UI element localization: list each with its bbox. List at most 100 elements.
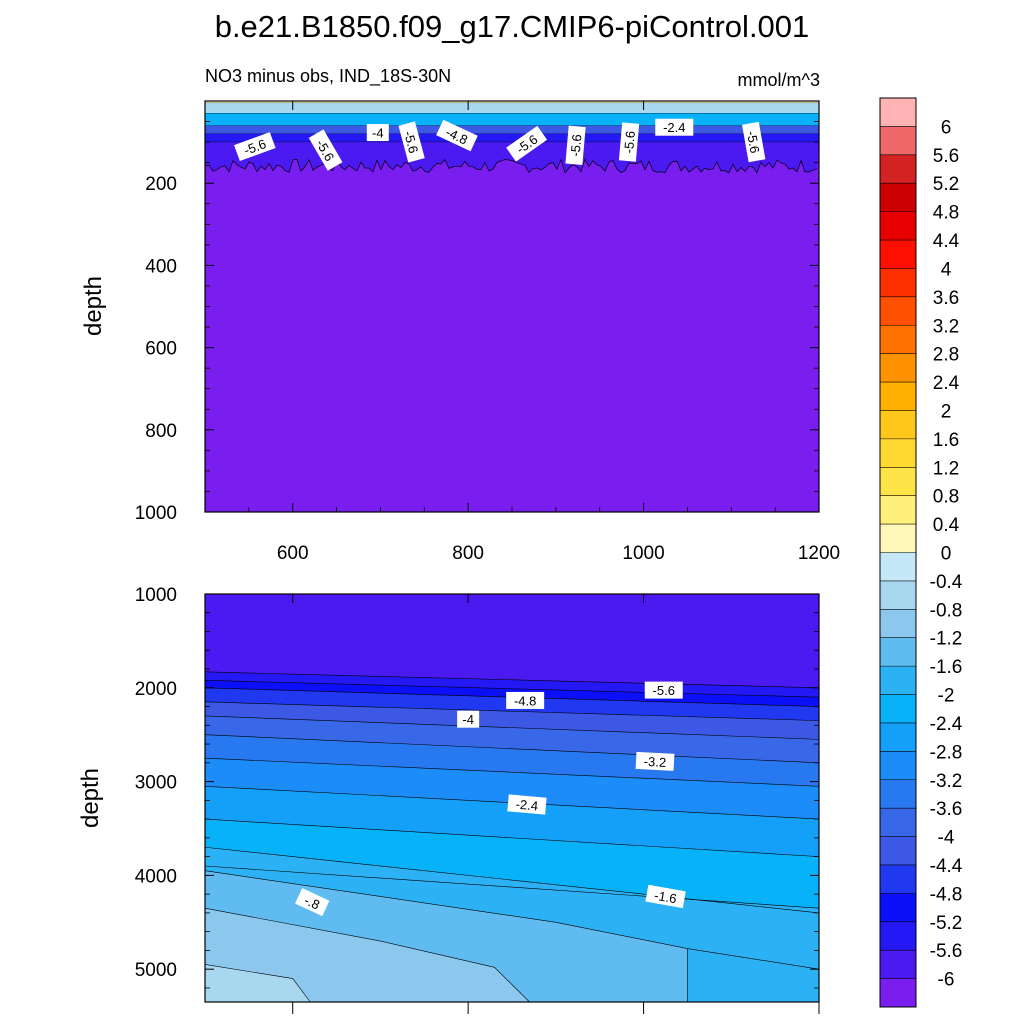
- colorbar-level-label: 3.2: [933, 316, 959, 337]
- colorbar-level-label: 0.8: [933, 487, 959, 508]
- lower-contour-line: [204, 907, 530, 1003]
- contour-label-box: [618, 122, 640, 162]
- colorbar-swatch: [880, 637, 916, 667]
- colorbar-swatch: [880, 751, 916, 781]
- colorbar-swatch: [880, 296, 916, 326]
- upper-x-tick-label: 600: [277, 543, 309, 564]
- colorbar-swatch: [880, 666, 916, 695]
- lower-contour-line: [204, 715, 820, 740]
- colorbar-swatch: [880, 552, 916, 582]
- colorbar-level-label: 2.8: [933, 345, 959, 366]
- lower-contour-line: [204, 818, 820, 857]
- upper-y-tick-label: 200: [145, 174, 177, 195]
- lower-contour-line: [204, 701, 820, 721]
- upper-y-tick-label: 800: [145, 421, 177, 442]
- contour-label-box: [645, 884, 686, 909]
- upper-contour-label: -4: [366, 124, 389, 142]
- colorbar-swatch: [880, 808, 916, 837]
- contour-label-box: [565, 125, 586, 166]
- upper-x-tick-label: 1000: [622, 543, 664, 564]
- upper-x-tick-label: 1200: [798, 543, 840, 564]
- contour-label-box: [506, 691, 545, 709]
- colorbar: 6 5.6 5.2 4.8 4.4 4 3.6 3.2 2.8 2.4 2 1.6 1.2 0.8 0.4 0…: [879, 97, 963, 1008]
- colorbar-level-label: 0: [941, 544, 952, 565]
- colorbar-level-label: -3.2: [930, 771, 963, 792]
- upper-y-tick-label: 1000: [135, 503, 177, 524]
- colorbar-level-label: -1.2: [930, 629, 963, 650]
- lower-contour-labels: -5.6 -4.8 -4 -3.2 -2.4 -1.6 -.8: [295, 681, 686, 917]
- colorbar-swatch: [880, 722, 916, 752]
- lower-contour-line: [204, 679, 820, 698]
- colorbar-swatch: [880, 268, 916, 298]
- lower-contour-line: [204, 870, 820, 970]
- colorbar-swatch: [880, 609, 916, 639]
- upper-contour-label: -5.6: [618, 122, 640, 162]
- upper-contour-label: -2.4: [655, 118, 694, 136]
- lower-contour-line: [204, 964, 311, 1003]
- colorbar-level-label: 0.4: [933, 515, 960, 536]
- colorbar-level-label: -6: [938, 970, 955, 991]
- colorbar-level-label: -4.8: [930, 884, 963, 905]
- colorbar-swatch: [880, 495, 916, 525]
- colorbar-swatch: [880, 580, 916, 610]
- upper-band-layer: [205, 142, 819, 173]
- upper-y-tick-label: 600: [145, 339, 177, 360]
- lower-y-tick-label: 3000: [135, 773, 177, 794]
- lower-contour-line: [204, 846, 820, 914]
- colorbar-level-label: 2.4: [933, 373, 960, 394]
- colorbar-level-label: -4.4: [930, 856, 963, 877]
- colorbar-swatch: [880, 864, 916, 894]
- colorbar-swatch: [880, 382, 916, 411]
- lower-contour-label: -.8: [295, 888, 330, 917]
- colorbar-swatch: [880, 211, 916, 241]
- colorbar-level-label: 1.6: [933, 430, 959, 451]
- contour-label-text: -.8: [302, 893, 322, 913]
- lower-contour-label: -2.4: [507, 794, 547, 815]
- colorbar-level-label: -5.2: [930, 913, 963, 934]
- colorbar-swatch: [880, 694, 916, 724]
- panel-subtitle: NO3 minus obs, IND_18S-30N: [205, 66, 451, 87]
- contour-label-text: -4.8: [514, 693, 536, 708]
- contour-label-text: -1.6: [653, 888, 678, 907]
- lower-contour-label: -4: [457, 710, 480, 728]
- contour-label-box: [436, 119, 478, 152]
- colorbar-level-label: 2: [941, 401, 952, 422]
- lower-contour-label: -5.6: [644, 681, 683, 699]
- lower-contour-line: [204, 865, 820, 909]
- lower-contour-layer: [205, 964, 311, 1002]
- lower-y-tick-label: 2000: [135, 679, 177, 700]
- contour-label-box: [507, 794, 547, 815]
- lower-y-axis: 1000 2000 3000 4000 5000: [135, 585, 820, 1014]
- upper-panel: -5.6 -5.6-4 -5.6 -4.8 -5.6 -5.6 -5.6-2.4-5.6 2…: [80, 100, 840, 564]
- colorbar-level-label: 4.8: [933, 203, 959, 224]
- upper-band-layer: [205, 113, 819, 127]
- lower-y-tick-label: 5000: [135, 960, 177, 981]
- upper-surface-band: [204, 101, 819, 174]
- colorbar-swatch: [880, 978, 916, 1008]
- contour-label-box: [295, 888, 330, 917]
- contour-label-text: -4: [462, 712, 474, 727]
- lower-contour-line: [204, 671, 820, 689]
- colorbar-swatch: [880, 950, 916, 979]
- colorbar-swatch: [880, 126, 916, 156]
- contour-label-box: [644, 681, 683, 699]
- colorbar-level-label: 4.4: [933, 231, 960, 252]
- contour-label-text: -3.2: [643, 754, 666, 770]
- upper-plot-background: [205, 101, 819, 512]
- contour-label-box: [506, 125, 548, 162]
- lower-contour-layer: [687, 948, 819, 1002]
- upper-band-layer: [205, 101, 819, 104]
- colorbar-level-label: -1.6: [930, 657, 963, 678]
- contour-label-text: -5.6: [401, 129, 421, 155]
- upper-y-axis: 200 400 600 800 1000: [135, 121, 819, 524]
- colorbar-level-label: -2: [938, 686, 955, 707]
- colorbar-swatch: [880, 779, 916, 809]
- colorbar-swatch: [880, 325, 916, 354]
- colorbar-level-label: -2.4: [930, 714, 963, 735]
- colorbar-level-label: 5.2: [933, 174, 959, 195]
- colorbar-swatch: [880, 98, 916, 127]
- upper-band-layer: [205, 125, 819, 135]
- lower-contour-line: [204, 734, 820, 764]
- colorbar-level-label: -0.4: [930, 572, 963, 593]
